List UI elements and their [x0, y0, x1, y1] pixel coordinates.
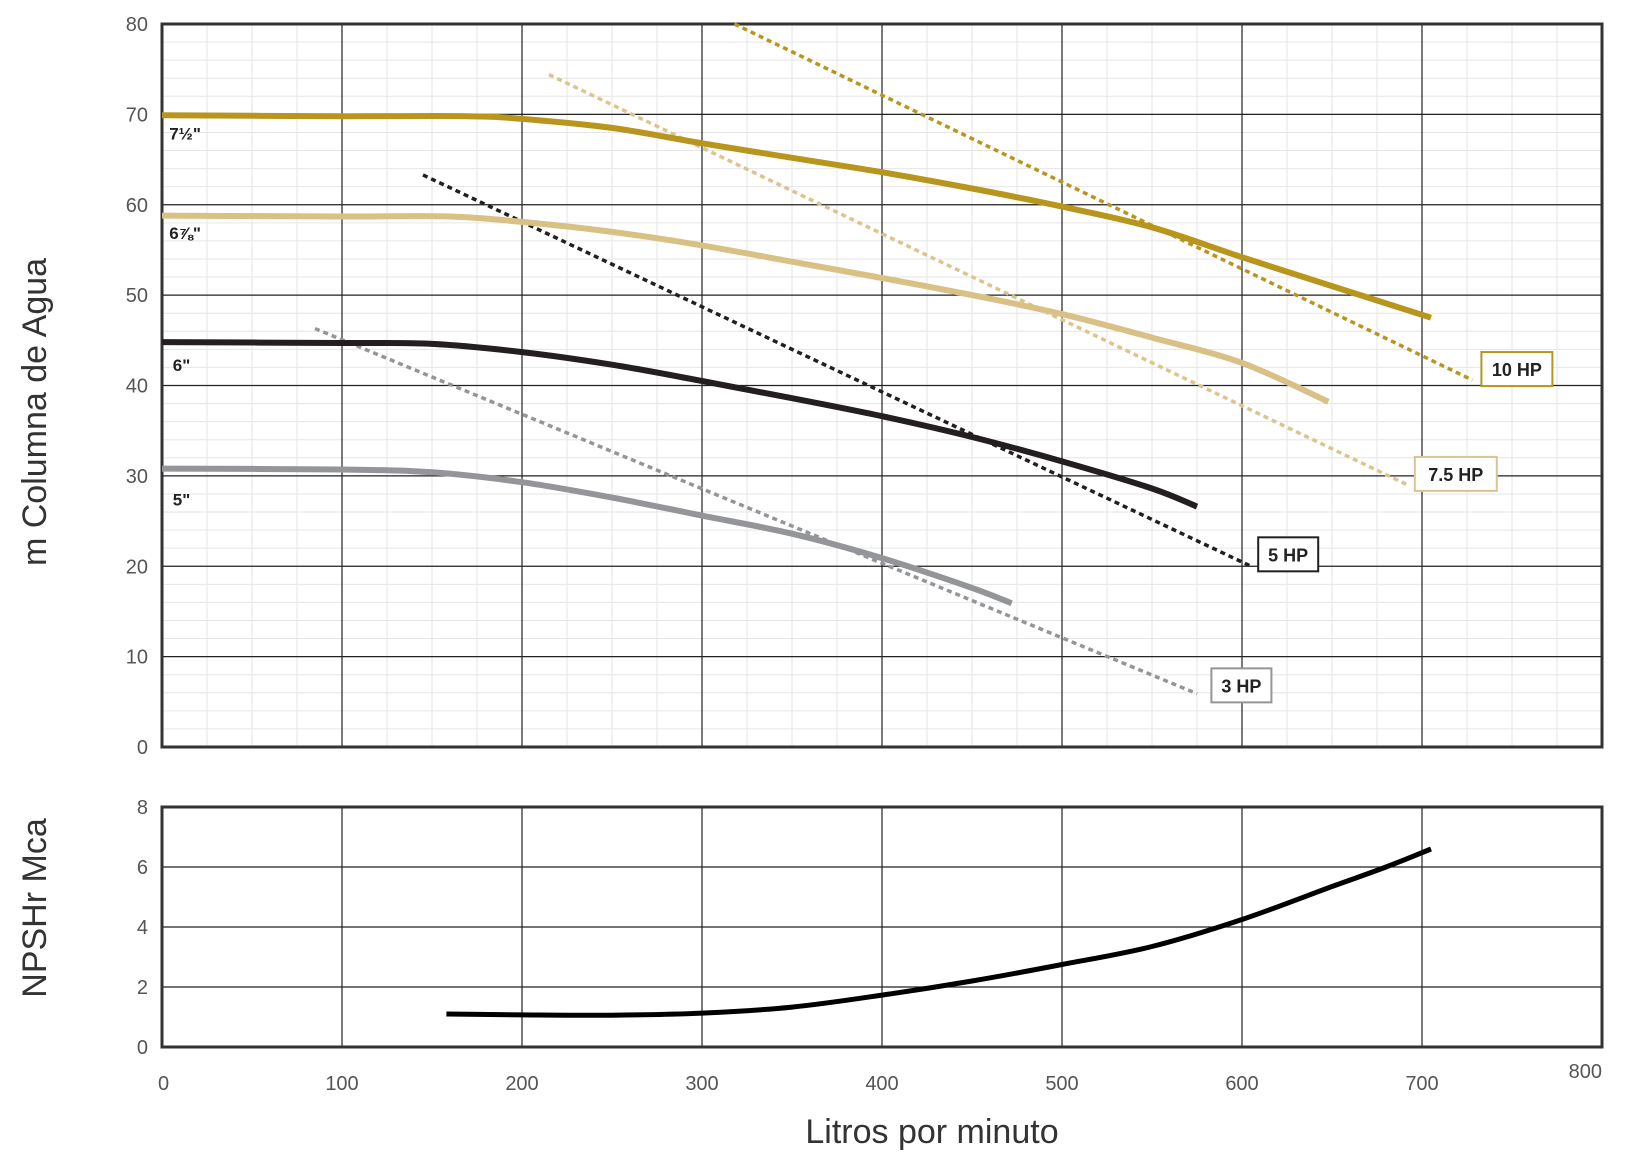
head-y-tick-label: 60 [126, 195, 148, 217]
hp-label-box [1413, 455, 1498, 492]
npshr-plot-frame [160, 805, 1604, 1049]
head-y-tick-label: 50 [126, 285, 148, 307]
x-axis-title: Litros por minuto [805, 1113, 1058, 1150]
npshr-series-line [446, 846, 1432, 1018]
x-tick-label: 100 [325, 1073, 358, 1095]
impeller-curve [161, 339, 1199, 510]
hp-label-box [1480, 351, 1554, 388]
impeller-curves [161, 112, 1432, 607]
impeller-curve [161, 465, 1013, 607]
impeller-size-label: 6⅞" [169, 224, 201, 243]
impeller-size-label: 5" [173, 491, 191, 510]
npshr-y-tick-label: 0 [137, 1037, 148, 1059]
x-tick-label: 500 [1045, 1073, 1078, 1095]
impeller-size-label: 7½" [169, 125, 201, 144]
npshr-y-tick-label: 2 [137, 977, 148, 999]
plot-frames [160, 22, 1604, 1049]
major-grid [161, 23, 1603, 1048]
head-plot-frame [160, 22, 1604, 749]
npshr-y-tick-label: 4 [137, 917, 148, 939]
npshr-y-axis-title: NPSHr Mca [16, 818, 54, 998]
x-tick-label: 300 [685, 1073, 718, 1095]
hp-label-box [1257, 536, 1320, 573]
impeller-size-label: 6" [173, 356, 191, 375]
impeller-curve [161, 212, 1330, 405]
hp-label: 10 HP [1492, 360, 1542, 380]
head-y-tick-label: 30 [126, 466, 148, 488]
hp-line-10-hp [733, 22, 1474, 382]
curve-labels: 10 HP 7.5 HP 5 HP 3 HP 7½" 6⅞" 6" 5" [169, 125, 1554, 704]
head-y-tick-label: 10 [126, 647, 148, 669]
x-tick-label: 800 [1569, 1061, 1602, 1083]
x-tick-label: 400 [865, 1073, 898, 1095]
x-tick-label: 600 [1225, 1073, 1258, 1095]
head-y-tick-label: 0 [137, 737, 148, 759]
head-y-tick-label: 70 [126, 104, 148, 126]
head-y-tick-label: 20 [126, 556, 148, 578]
head-y-tick-label: 80 [126, 14, 148, 36]
head-y-axis-title: m Columna de Agua [16, 258, 54, 566]
hp-label: 3 HP [1221, 676, 1261, 696]
x-tick-label: 700 [1405, 1073, 1438, 1095]
horsepower-lines [314, 22, 1474, 696]
npshr-y-tick-label: 8 [137, 797, 148, 819]
npshr-curve [446, 846, 1432, 1018]
x-tick-label: 0 [158, 1073, 169, 1095]
hp-label: 7.5 HP [1428, 465, 1483, 485]
head-y-tick-label: 40 [126, 376, 148, 398]
hp-label: 5 HP [1268, 545, 1308, 565]
x-tick-label: 200 [505, 1073, 538, 1095]
hp-label-box [1210, 667, 1273, 704]
npshr-y-tick-label: 6 [137, 857, 148, 879]
impeller-curve [161, 112, 1432, 321]
hp-line-7.5-hp [548, 73, 1409, 487]
hp-line-3-hp [314, 326, 1198, 696]
